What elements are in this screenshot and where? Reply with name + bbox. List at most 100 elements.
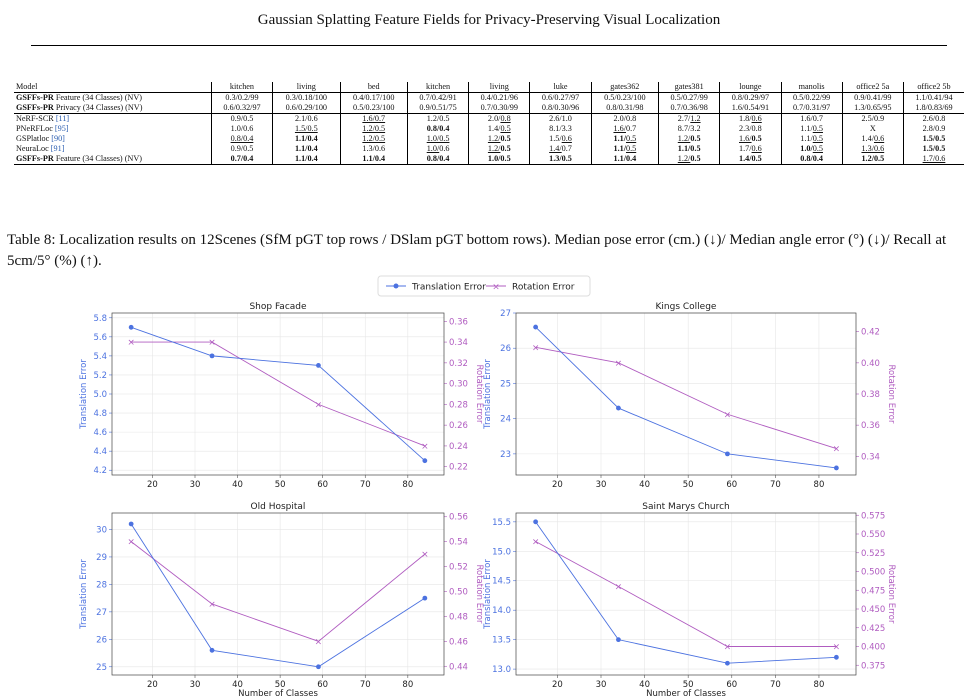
result-cell: 1.1/0.41/94 — [902, 92, 964, 103]
result-cell: 1.4/0.7 — [529, 144, 592, 154]
cell-value-part: 1.6/ — [739, 134, 752, 143]
result-cell: 1.7/0.6 — [902, 154, 964, 165]
cell-value: 0.8/0.31/98 — [606, 103, 644, 112]
y2-tick-label: 0.24 — [449, 442, 468, 452]
result-cell: 0.7/0.42/91 — [406, 92, 469, 103]
cell-value-part: 0.6 — [561, 134, 572, 143]
result-cell: 0.9/0.5 — [210, 144, 273, 154]
translation-error-point — [616, 637, 621, 643]
rotation-error-line — [535, 541, 837, 647]
cell-value: 1.5/0.5 — [922, 144, 946, 153]
y-tick-label: 14.5 — [492, 577, 511, 587]
table-row: NeRF-SCR [11] 0.9/0.5 2.1/0.6 1.6/0.7 1.2/0.… — [14, 113, 964, 124]
cell-value-part: 1.2/ — [677, 154, 691, 163]
y2-tick-label: 0.44 — [449, 662, 468, 672]
rotation-error-point: × — [208, 338, 216, 348]
result-cell: 1.6/0.7 — [780, 113, 843, 124]
model-name-bold: GSFFs-PR — [16, 103, 54, 112]
model-name-cell: NeRF-SCR [11] — [14, 113, 212, 124]
legend-translation-marker — [393, 283, 399, 289]
rotation-error-point: × — [421, 442, 429, 452]
cell-value: 0.8/0.4 — [800, 154, 823, 163]
cell-value-part: 0.5 — [690, 134, 701, 143]
y2-tick-label: 0.50 — [449, 588, 468, 598]
cell-value-part: 0.5 — [751, 134, 762, 143]
x-tick-label: 60 — [317, 480, 328, 490]
y2-tick-label: 0.48 — [449, 612, 468, 622]
cell-value-part: 1.0/ — [426, 144, 440, 153]
table-caption: Table 8: Localization results on 12Scene… — [7, 232, 947, 269]
result-cell: 1.0/0.5 — [468, 154, 530, 165]
result-cell: 1.2/0.5 — [406, 113, 469, 124]
result-cell: 0.9/0.5 — [210, 113, 273, 124]
plot-frame — [515, 512, 857, 676]
cell-value: 1.1/0.4 — [294, 154, 318, 163]
model-name: PNeRFLoc — [16, 124, 55, 133]
model-name: NeuraLoc — [16, 144, 51, 153]
cell-value-part: 1.1/ — [613, 144, 626, 153]
citation-link[interactable]: [90] — [51, 134, 65, 143]
model-name-bold: GSFFs-PR — [16, 154, 54, 163]
table-row: PNeRFLoc [95] 1.0/0.6 1.5/0.5 1.2/0.5 0.8/0.… — [14, 124, 964, 134]
y-tick-label: 25 — [500, 379, 511, 389]
x-tick-label: 20 — [147, 680, 158, 690]
cell-value: 0.7/0.31/97 — [792, 103, 831, 112]
result-cell: 1.2/0.5 — [658, 154, 720, 165]
model-name-cell: PNeRFLoc [95] — [14, 124, 211, 134]
cell-value-part: 0.5 — [812, 144, 823, 153]
column-header-model: Model — [14, 82, 212, 93]
cell-value-part: 1.4/ — [549, 144, 562, 153]
x-tick-label: 50 — [275, 680, 286, 690]
y2-tick-label: 0.34 — [861, 452, 880, 462]
result-cell: 0.8/0.4 — [406, 154, 469, 165]
cell-value: 2.6/0.8 — [922, 114, 946, 123]
rotation-error-line — [131, 341, 426, 447]
result-cell: 0.3/0.2/99 — [210, 92, 273, 103]
cell-value-part: 1.1/ — [800, 124, 813, 133]
x-tick-label: 80 — [402, 480, 413, 490]
column-header-scene: kitchen — [210, 82, 273, 93]
citation-link[interactable]: [95] — [54, 124, 69, 133]
result-cell: X — [841, 124, 904, 134]
citation-link[interactable]: [91] — [50, 144, 65, 153]
translation-error-point — [533, 519, 539, 525]
translation-error-point — [209, 353, 215, 359]
result-cell: 1.8/0.6 — [719, 113, 781, 124]
column-header-scene: gates381 — [658, 82, 720, 93]
x-tick-label: 50 — [683, 680, 694, 690]
result-cell: 2.0/0.8 — [468, 113, 530, 124]
translation-error-point — [533, 324, 539, 330]
cell-value: 0.4/0.17/100 — [353, 93, 395, 102]
cell-value: 0.4/0.21/96 — [480, 93, 518, 102]
cell-value: 2.0/0.8 — [613, 114, 637, 123]
result-cell: 1.3/0.6 — [339, 144, 408, 154]
result-cell: 1.3/0.65/95 — [841, 103, 904, 114]
y-tick-label: 4.6 — [93, 428, 107, 438]
result-cell: 0.6/0.29/100 — [272, 103, 341, 114]
cell-value: 1.2/0.5 — [426, 114, 450, 123]
y-tick-label: 4.2 — [93, 466, 107, 476]
result-cell: 0.8/0.29/97 — [719, 92, 781, 103]
translation-error-point — [316, 363, 321, 368]
header-rule — [31, 45, 947, 46]
y-tick-label: 5.4 — [93, 352, 107, 362]
cell-value-part: 1.7/ — [739, 144, 752, 153]
citation-link[interactable]: [11] — [55, 114, 70, 123]
cell-value: 0.5/0.22/99 — [792, 93, 831, 102]
y2-axis-label: Rotation Error — [886, 365, 896, 424]
cell-value: 1.0/0.5 — [426, 134, 450, 143]
result-cell: 0.6/0.32/97 — [210, 103, 273, 114]
result-cell: 1.1/0.5 — [780, 124, 843, 134]
rotation-error-point: × — [532, 343, 540, 353]
cell-value: 2.5/0.9 — [861, 114, 885, 123]
y-tick-label: 27 — [500, 309, 511, 319]
column-header-scene: luke — [529, 82, 592, 93]
rotation-error-point: × — [315, 400, 323, 410]
result-cell: 2.3/0.8 — [719, 124, 781, 134]
cell-value-part: 0.5 — [500, 144, 511, 153]
translation-error-line — [535, 521, 837, 664]
result-cell: 1.1/0.4 — [272, 154, 341, 165]
y2-tick-label: 0.40 — [861, 359, 880, 369]
translation-error-point — [725, 451, 730, 457]
result-cell: 1.0/0.5 — [780, 144, 843, 154]
